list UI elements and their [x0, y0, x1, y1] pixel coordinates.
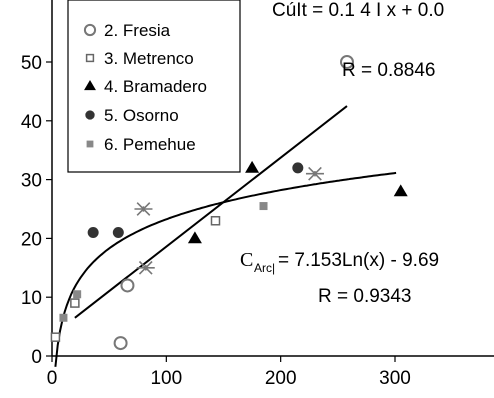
y-tick-label: 10: [21, 288, 42, 309]
x-tick-label: 200: [265, 368, 297, 389]
data-point: [86, 140, 94, 148]
data-point: [84, 80, 96, 91]
data-point: [245, 160, 260, 173]
x-tick-label: 0: [47, 368, 58, 389]
legend-label: 6. Pemehue: [104, 135, 196, 154]
legend-label: 2. Fresia: [104, 21, 171, 40]
legend-label: 3. Metrenco: [104, 49, 194, 68]
y-tick-label: 50: [21, 53, 42, 74]
axes: [46, 0, 494, 362]
y-tick-label: 30: [21, 171, 42, 192]
data-point: [70, 298, 80, 308]
top-equation-fragment: CúIt = 0.1 4 I x + 0.0: [272, 0, 444, 21]
data-point: [59, 313, 68, 322]
data-point: [113, 336, 128, 351]
log-trendline: [54, 171, 397, 367]
y-tick-label: 0: [31, 347, 42, 368]
data-point: [393, 184, 408, 197]
log-equation: = 7.153Ln(x) - 9.69: [278, 250, 439, 271]
data-point: [292, 162, 304, 174]
data-point: [187, 231, 202, 244]
data-point: [50, 332, 61, 342]
data-points: [50, 55, 408, 351]
linear-trendline: [74, 105, 348, 319]
y-tick-label: 40: [21, 112, 42, 133]
trendlines: [54, 105, 397, 367]
data-point: [136, 260, 155, 275]
data-point: [87, 227, 99, 239]
log-equation-subscript: Arc|: [254, 261, 275, 275]
x-tick-label: 300: [379, 368, 411, 389]
data-point: [134, 202, 153, 216]
tick-labels: 0 100 200 300 0 10 20 30 40 50: [21, 53, 411, 389]
data-point: [339, 55, 354, 69]
y-tick-label: 20: [21, 229, 42, 250]
data-point: [120, 278, 135, 293]
legend-label: 5. Osorno: [104, 106, 179, 125]
log-equation-c: C: [240, 249, 253, 271]
data-point: [85, 53, 95, 63]
x-tick-label: 100: [150, 368, 182, 389]
data-point: [73, 290, 82, 299]
data-point: [85, 110, 95, 120]
legend-label: 4. Bramadero: [104, 77, 207, 96]
data-point: [83, 23, 97, 37]
data-point: [112, 227, 124, 239]
log-r-value: R = 0.9343: [318, 286, 412, 307]
legend-box: [67, 0, 241, 173]
data-point: [259, 202, 268, 211]
data-point: [305, 166, 324, 181]
top-r-value: R = 0.8846: [342, 60, 436, 81]
legend: 2. Fresia 3. Metrenco 4. Bramadero 5. Osorn…: [67, 0, 241, 173]
data-point: [210, 216, 221, 226]
